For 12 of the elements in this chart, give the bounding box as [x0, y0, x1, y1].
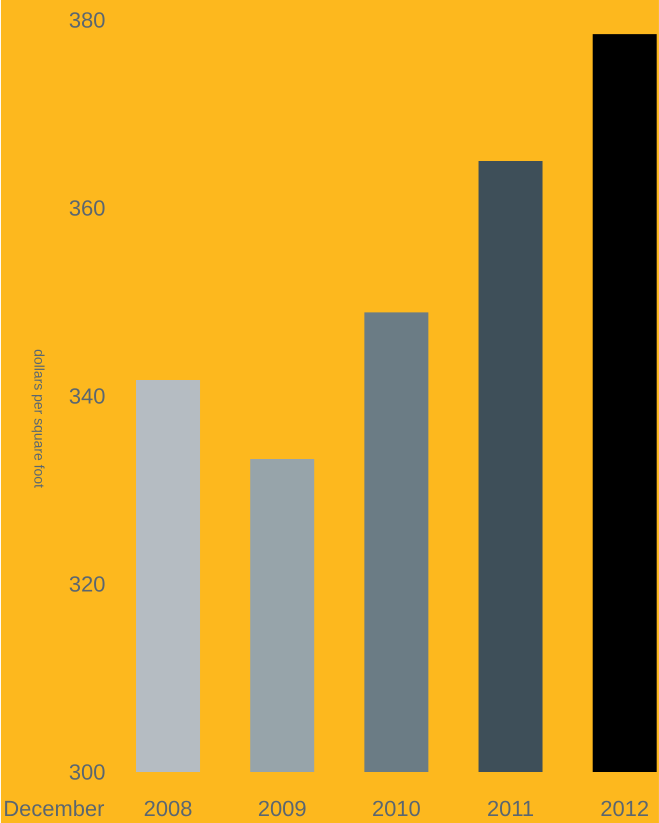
y-tick-label: 320 [70, 576, 105, 592]
x-tick-label: 2008 [144, 800, 192, 816]
x-tick-label: 2010 [373, 800, 420, 816]
y-tick-label: 380 [70, 12, 105, 28]
x-tick-label: 2012 [601, 800, 648, 816]
y-tick-label: 300 [70, 764, 105, 780]
y-tick-label: 360 [70, 200, 105, 216]
x-tick-label: 2011 [488, 800, 534, 816]
x-axis-title: December [5, 800, 104, 816]
y-tick-label: 340 [70, 388, 105, 404]
y-axis-title: dollars per square foot [32, 350, 45, 488]
x-tick-label: 2009 [258, 800, 306, 816]
